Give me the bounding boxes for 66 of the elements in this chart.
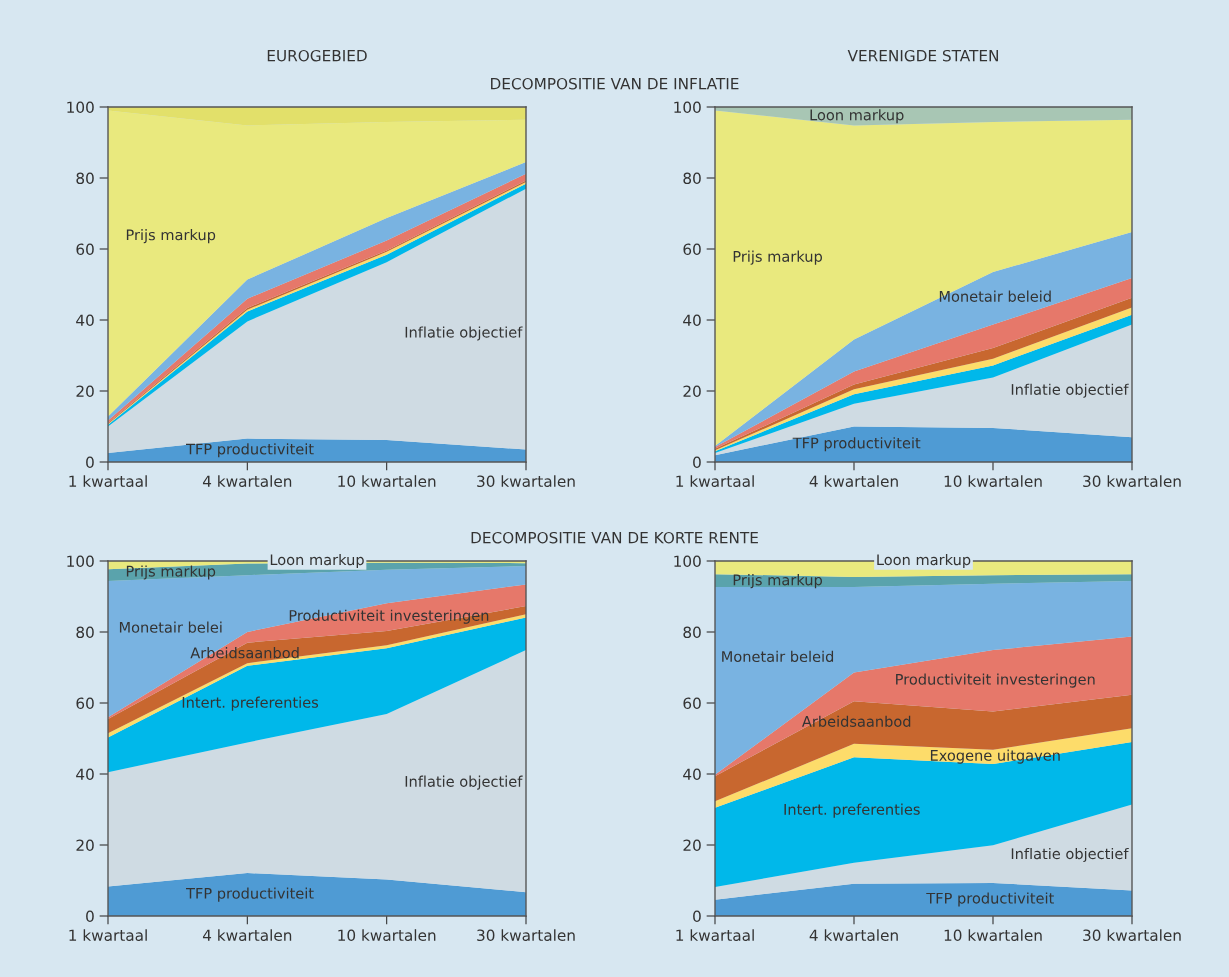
series-label: Prijs markup (733, 574, 823, 589)
y-tick-label: 100 (674, 555, 701, 568)
series-label: TFP productiviteit (792, 437, 921, 452)
text: DECOMPOSITIE VAN DE INFLATIE (491, 77, 739, 90)
series-label: Intert. preferenties (784, 803, 920, 818)
series-label: TFP productiviteit (186, 443, 314, 458)
series-label: Loon markup (810, 109, 904, 124)
y-tick-label: 80 (683, 172, 701, 185)
x-tick-label: 1 kwartaal (676, 475, 754, 488)
series-label: Prijs markup (733, 250, 823, 265)
x-tick-label: 1 kwartaal (69, 929, 147, 942)
chart-title: EUROGEBIED (267, 49, 367, 62)
y-tick-label: 40 (76, 314, 94, 327)
y-tick-label: 60 (683, 243, 701, 256)
series-label: Inflatie objectief (405, 326, 523, 341)
y-tick-label: 0 (86, 456, 94, 469)
series-label: Monetair beleid (722, 650, 834, 663)
x-tick-label: 10 kwartalen (338, 475, 436, 488)
y-tick-label: 60 (76, 697, 94, 710)
series-label: Loon markup (877, 553, 971, 569)
series-label: Intert. preferenties (182, 696, 319, 711)
x-tick-label: 1 kwartaal (69, 475, 147, 488)
y-tick-label: 80 (683, 626, 701, 639)
y-tick-label: 40 (76, 768, 94, 781)
x-tick-label: 30 kwartalen (477, 929, 575, 942)
series-label: Inflatie objectief (1011, 383, 1129, 398)
y-tick-label: 60 (76, 243, 94, 256)
series-label: TFP productiviteit (926, 892, 1054, 907)
y-tick-label: 20 (683, 839, 701, 852)
series-label: Prijs markup (126, 565, 216, 580)
x-tick-label: 30 kwartalen (1083, 929, 1181, 942)
y-tick-label: 20 (683, 385, 701, 398)
x-tick-label: 1 kwartaal (676, 929, 754, 942)
y-tick-label: 100 (67, 101, 94, 114)
y-tick-label: 40 (683, 768, 701, 781)
series-label: Prijs markup (126, 229, 216, 244)
chart-title: VERENIGDE STATEN (847, 49, 998, 62)
y-tick-label: 0 (86, 910, 94, 923)
series-label: Monetair belei (119, 621, 222, 633)
y-tick-label: 0 (693, 910, 701, 923)
y-tick-label: 0 (693, 456, 701, 469)
x-tick-label: 30 kwartalen (1083, 475, 1181, 488)
x-tick-label: 10 kwartalen (944, 929, 1042, 942)
series-label: Monetair beleid (939, 290, 1051, 302)
y-tick-label: 60 (683, 697, 701, 710)
x-tick-label: 4 kwartalen (809, 929, 898, 942)
series-label: Inflatie objectief (1011, 847, 1129, 863)
x-tick-label: 10 kwartalen (944, 475, 1042, 488)
series-label: Loon markup (270, 553, 364, 569)
x-tick-label: 4 kwartalen (202, 929, 292, 942)
series-label: TFP productiviteit (186, 887, 314, 902)
x-tick-label: 4 kwartalen (202, 475, 292, 488)
series-label: Productiviteit investeringen (896, 673, 1095, 688)
x-tick-label: 4 kwartalen (809, 475, 898, 488)
y-tick-label: 20 (76, 839, 94, 852)
series-label: Inflatie objectief (405, 775, 523, 790)
series-label: Arbeidsaanbod (801, 715, 911, 727)
y-tick-label: 80 (76, 172, 94, 185)
x-tick-label: 30 kwartalen (477, 475, 575, 488)
y-tick-label: 80 (76, 626, 94, 639)
x-tick-label: 10 kwartalen (338, 929, 436, 942)
text: DECOMPOSITIE VAN DE KORTE RENTE (471, 531, 758, 544)
y-tick-label: 100 (674, 101, 701, 114)
y-tick-label: 100 (67, 555, 94, 568)
y-tick-label: 40 (683, 314, 701, 327)
y-tick-label: 20 (76, 385, 94, 398)
